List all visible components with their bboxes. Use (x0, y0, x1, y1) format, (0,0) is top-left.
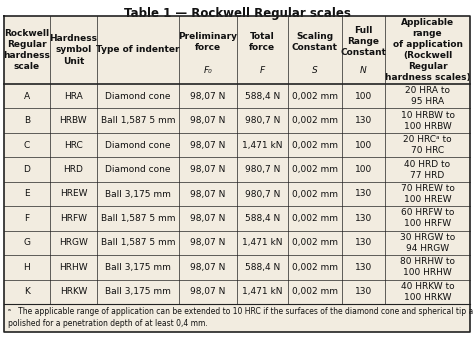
Text: 1,471 kN: 1,471 kN (242, 238, 283, 248)
Text: 98,07 N: 98,07 N (191, 214, 226, 223)
Text: F: F (24, 214, 29, 223)
Text: 98,07 N: 98,07 N (191, 287, 226, 296)
Text: HRD: HRD (64, 165, 83, 174)
Text: 20 HRA to
95 HRA: 20 HRA to 95 HRA (405, 86, 450, 106)
Text: C: C (24, 141, 30, 150)
Text: 130: 130 (355, 214, 372, 223)
Text: 40 HRD to
77 HRD: 40 HRD to 77 HRD (404, 159, 451, 180)
Text: 130: 130 (355, 238, 372, 248)
Text: K: K (24, 287, 30, 296)
Text: HREW: HREW (60, 189, 87, 199)
Text: Rockwell
Regular
hardness
scale: Rockwell Regular hardness scale (3, 29, 50, 71)
Text: 0,002 mm: 0,002 mm (292, 238, 338, 248)
Text: 0,002 mm: 0,002 mm (292, 92, 338, 101)
Text: 980,7 N: 980,7 N (245, 116, 280, 125)
Text: Scaling
Constant: Scaling Constant (292, 32, 338, 52)
Text: 1,471 kN: 1,471 kN (242, 287, 283, 296)
Text: H: H (23, 263, 30, 272)
Text: Ball 3,175 mm: Ball 3,175 mm (105, 189, 171, 199)
Text: Hardness
symbol
Unit: Hardness symbol Unit (49, 34, 97, 66)
Text: 588,4 N: 588,4 N (245, 263, 280, 272)
Text: HRKW: HRKW (60, 287, 87, 296)
Text: A: A (24, 92, 30, 101)
Text: 98,07 N: 98,07 N (191, 141, 226, 150)
Text: 100: 100 (355, 165, 372, 174)
Text: ᵃ   The applicable range of application can be extended to 10 HRC if the surface: ᵃ The applicable range of application ca… (8, 307, 474, 328)
Text: N: N (360, 66, 367, 75)
Text: 30 HRGW to
94 HRGW: 30 HRGW to 94 HRGW (400, 233, 455, 253)
Text: 0,002 mm: 0,002 mm (292, 214, 338, 223)
Text: S: S (312, 66, 318, 75)
Text: 0,002 mm: 0,002 mm (292, 141, 338, 150)
Text: Ball 3,175 mm: Ball 3,175 mm (105, 263, 171, 272)
Text: HRBW: HRBW (60, 116, 87, 125)
Text: Ball 1,587 5 mm: Ball 1,587 5 mm (101, 116, 175, 125)
Text: B: B (24, 116, 30, 125)
Text: Ball 3,175 mm: Ball 3,175 mm (105, 287, 171, 296)
Text: 588,4 N: 588,4 N (245, 214, 280, 223)
Text: D: D (23, 165, 30, 174)
Text: F: F (260, 66, 265, 75)
Text: 98,07 N: 98,07 N (191, 189, 226, 199)
Text: 100: 100 (355, 141, 372, 150)
Text: Diamond cone: Diamond cone (105, 92, 171, 101)
Text: 0,002 mm: 0,002 mm (292, 263, 338, 272)
Text: 20 HRCᵃ to
70 HRC: 20 HRCᵃ to 70 HRC (403, 135, 452, 155)
Text: 98,07 N: 98,07 N (191, 116, 226, 125)
Text: Type of indenter: Type of indenter (96, 46, 180, 54)
Text: 0,002 mm: 0,002 mm (292, 165, 338, 174)
Text: Total
force: Total force (249, 32, 275, 52)
Text: Preliminary
force: Preliminary force (179, 32, 237, 52)
Text: 130: 130 (355, 189, 372, 199)
Text: HRC: HRC (64, 141, 83, 150)
Text: HRHW: HRHW (59, 263, 88, 272)
Text: 130: 130 (355, 116, 372, 125)
Text: 588,4 N: 588,4 N (245, 92, 280, 101)
Text: 0,002 mm: 0,002 mm (292, 116, 338, 125)
Text: 98,07 N: 98,07 N (191, 263, 226, 272)
Text: G: G (23, 238, 30, 248)
Text: 0,002 mm: 0,002 mm (292, 189, 338, 199)
Text: 70 HREW to
100 HREW: 70 HREW to 100 HREW (401, 184, 455, 204)
Text: 980,7 N: 980,7 N (245, 165, 280, 174)
Text: 130: 130 (355, 263, 372, 272)
Text: 40 HRKW to
100 HRKW: 40 HRKW to 100 HRKW (401, 282, 455, 302)
Text: Diamond cone: Diamond cone (105, 165, 171, 174)
Text: 100: 100 (355, 92, 372, 101)
Text: 980,7 N: 980,7 N (245, 189, 280, 199)
Text: 80 HRHW to
100 HRHW: 80 HRHW to 100 HRHW (400, 257, 455, 277)
Text: Table 1 — Rockwell Regular scales: Table 1 — Rockwell Regular scales (124, 7, 350, 20)
Text: 1,471 kN: 1,471 kN (242, 141, 283, 150)
Text: Ball 1,587 5 mm: Ball 1,587 5 mm (101, 238, 175, 248)
Text: HRA: HRA (64, 92, 83, 101)
Text: 98,07 N: 98,07 N (191, 92, 226, 101)
Text: HRFW: HRFW (60, 214, 87, 223)
Text: 98,07 N: 98,07 N (191, 165, 226, 174)
Text: 0,002 mm: 0,002 mm (292, 287, 338, 296)
Text: E: E (24, 189, 29, 199)
Text: 60 HRFW to
100 HRFW: 60 HRFW to 100 HRFW (401, 208, 454, 228)
Text: F₀: F₀ (204, 66, 212, 75)
Text: 10 HRBW to
100 HRBW: 10 HRBW to 100 HRBW (401, 110, 455, 131)
Text: HRGW: HRGW (59, 238, 88, 248)
Text: Ball 1,587 5 mm: Ball 1,587 5 mm (101, 214, 175, 223)
Text: Applicable
range
of application
(Rockwell
Regular
hardness scales): Applicable range of application (Rockwel… (385, 18, 470, 82)
Text: Full
Range
Constant: Full Range Constant (341, 26, 387, 57)
Text: 130: 130 (355, 287, 372, 296)
Text: 98,07 N: 98,07 N (191, 238, 226, 248)
Text: Diamond cone: Diamond cone (105, 141, 171, 150)
